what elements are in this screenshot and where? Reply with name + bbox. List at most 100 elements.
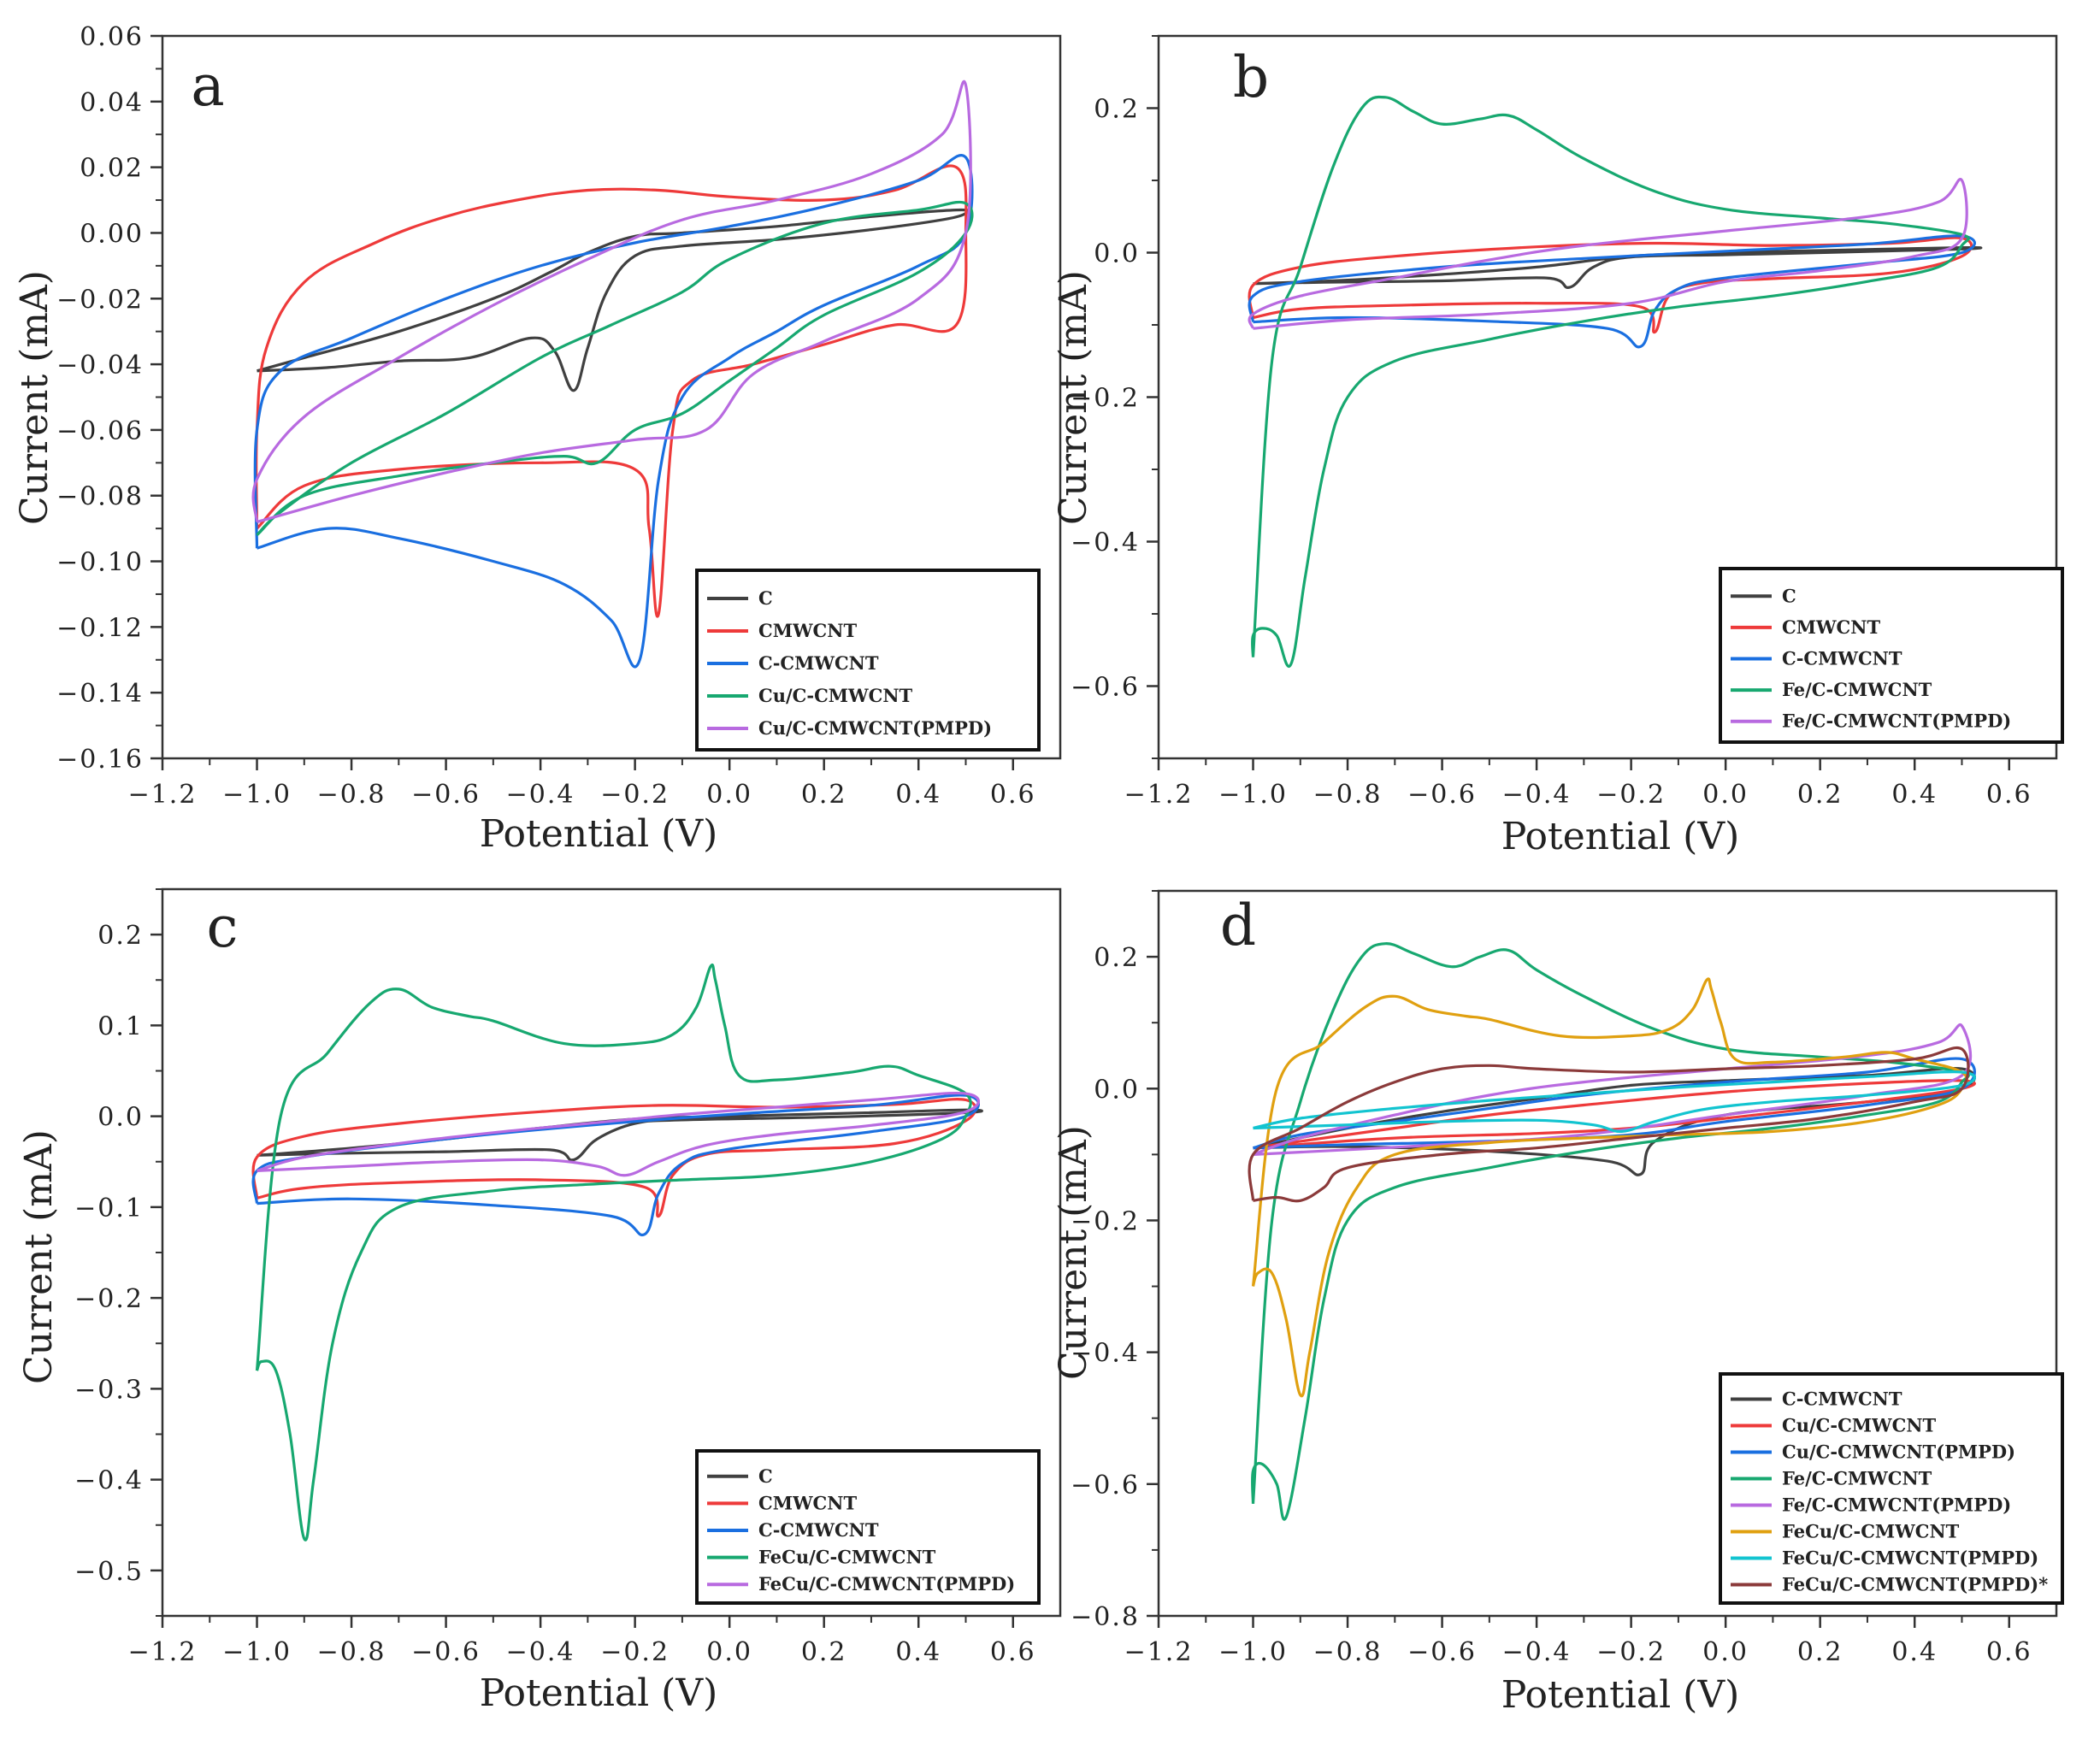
legend-label: Cu/C-CMWCNT <box>1782 1415 1937 1436</box>
legend: C-CMWCNT Cu/C-CMWCNT Cu/C-CMWCNT(PMPD) Fe/C… <box>1719 1372 2064 1605</box>
x-tick-label: 0.0 <box>1702 780 1749 810</box>
panel-letter: d <box>1220 893 1256 958</box>
y-tick-label: −0.4 <box>1071 528 1140 558</box>
x-tick-label: 0.0 <box>706 780 752 810</box>
legend-label: CMWCNT <box>758 1492 857 1513</box>
series-line-c-cmwcnt <box>253 154 974 669</box>
x-tick-label: 0.2 <box>1797 780 1843 810</box>
series-group <box>1248 942 1977 1521</box>
x-tick-label: 0.6 <box>1986 1637 2032 1667</box>
legend-label: C-CMWCNT <box>1782 648 1902 669</box>
x-tick-label: −1.2 <box>1124 1637 1194 1667</box>
y-tick-label: −0.4 <box>74 1466 144 1496</box>
x-tick-label: −1.0 <box>222 1637 292 1667</box>
x-tick-label: −1.0 <box>1218 780 1288 810</box>
panel-letter: a <box>191 53 224 119</box>
x-tick-label: 0.4 <box>1891 1637 1938 1667</box>
x-tick-label: −0.8 <box>317 1637 386 1667</box>
x-tick-label: 0.2 <box>1797 1637 1843 1667</box>
legend-label: FeCu/C-CMWCNT <box>1782 1521 1960 1542</box>
x-tick-label: −1.2 <box>128 780 198 810</box>
x-tick-label: −0.2 <box>600 780 670 810</box>
legend-label: C <box>1782 585 1796 606</box>
x-tick-label: −0.8 <box>1313 780 1383 810</box>
series-line-cu-c-cmwcnt-pmpd- <box>251 80 972 524</box>
y-tick-label: −0.2 <box>1071 384 1140 414</box>
legend-label: Cu/C-CMWCNT(PMPD) <box>1782 1441 2015 1463</box>
legend-label: FeCu/C-CMWCNT <box>758 1547 936 1568</box>
legend-label: FeCu/C-CMWCNT(PMPD)* <box>1782 1574 2048 1595</box>
y-tick-label: −0.6 <box>1071 673 1140 703</box>
x-axis-title: Potential (V) <box>1501 815 1740 858</box>
y-tick-label: −0.04 <box>56 351 144 380</box>
legend-box <box>1719 567 2064 744</box>
y-tick-label: −0.6 <box>1071 1471 1140 1500</box>
y-tick-label: 0.2 <box>1094 943 1140 973</box>
y-tick-label: −0.4 <box>1071 1339 1140 1369</box>
x-tick-label: 0.4 <box>895 780 941 810</box>
series-line-fecu-c-cmwcnt <box>255 964 972 1542</box>
series-line-cu-c-cmwcnt <box>256 200 974 537</box>
x-tick-label: −0.6 <box>411 780 481 810</box>
y-axis-title: Current (mA) <box>1052 270 1095 525</box>
y-tick-label: −0.3 <box>74 1375 144 1405</box>
panel-d: −1.2 −1.0 −0.8 −0.6 −0.4 −0.2 0.0 0.2 0.4 0.6 −0.8… <box>1052 889 2064 1717</box>
x-axis-title: Potential (V) <box>1501 1673 1740 1717</box>
x-tick-label: −0.4 <box>506 780 575 810</box>
legend-label: C <box>758 587 773 609</box>
y-tick-label: −0.08 <box>56 482 144 512</box>
legend-label: Cu/C-CMWCNT(PMPD) <box>758 717 992 739</box>
y-tick-label: −0.16 <box>56 745 144 775</box>
series-group <box>251 964 983 1542</box>
legend-label: C <box>758 1465 773 1487</box>
legend-label: Fe/C-CMWCNT(PMPD) <box>1782 1494 2011 1516</box>
series-group <box>251 80 974 669</box>
series-line-c <box>257 208 970 392</box>
legend-label: Fe/C-CMWCNT <box>1782 1468 1932 1489</box>
legend-label: FeCu/C-CMWCNT(PMPD) <box>758 1573 1015 1595</box>
x-tick-label: 0.2 <box>801 780 847 810</box>
series-line-fecu-c-cmwcnt-pmpd- <box>1253 1070 1977 1134</box>
series-line-fecu-c-cmwcnt-pmpd- <box>257 1091 980 1177</box>
series-line-fe-c-cmwcnt-pmpd- <box>1248 177 1968 330</box>
legend-label: C-CMWCNT <box>758 652 879 674</box>
y-tick-label: −0.2 <box>74 1284 144 1314</box>
y-tick-label: −0.02 <box>56 285 144 315</box>
panel-b: −1.2 −1.0 −0.8 −0.6 −0.4 −0.2 0.0 0.2 0.4 0.6 −0.6… <box>1052 34 2064 858</box>
x-tick-label: −1.0 <box>222 780 292 810</box>
y-tick-label: 0.2 <box>1094 95 1140 125</box>
x-tick-label: 0.0 <box>1702 1637 1749 1667</box>
y-tick-label: 0.02 <box>80 154 144 184</box>
x-tick-label: −0.4 <box>1502 780 1572 810</box>
x-tick-label: −0.6 <box>411 1637 481 1667</box>
y-tick-label: −0.2 <box>1071 1206 1140 1236</box>
x-axis-title: Potential (V) <box>480 1671 718 1715</box>
y-tick-label: 0.0 <box>1094 1075 1140 1105</box>
legend-label: Fe/C-CMWCNT <box>1782 679 1932 700</box>
legend-label: Cu/C-CMWCNT <box>758 685 913 706</box>
x-tick-label: −0.2 <box>600 1637 670 1667</box>
panel-c: −1.2 −1.0 −0.8 −0.6 −0.4 −0.2 0.0 0.2 0.4 0.6 −0.5… <box>17 887 1062 1715</box>
legend-label: C-CMWCNT <box>758 1519 879 1541</box>
y-tick-label: 0.0 <box>1094 239 1140 269</box>
y-tick-label: 0.06 <box>80 22 144 52</box>
legend-label: FeCu/C-CMWCNT(PMPD) <box>1782 1547 2038 1569</box>
legend: C CMWCNT C-CMWCNT Cu/C-CMWCNT Cu/C-CMWCNT(PM… <box>695 569 1041 752</box>
legend-label: CMWCNT <box>1782 616 1880 638</box>
y-tick-label: −0.5 <box>74 1557 144 1587</box>
x-axis-title: Potential (V) <box>480 812 718 856</box>
legend-label: CMWCNT <box>758 620 857 641</box>
x-tick-label: −0.6 <box>1407 1637 1477 1667</box>
series-line-fe-c-cmwcnt <box>1251 95 1970 669</box>
legend-box <box>695 1449 1041 1605</box>
legend-label: Fe/C-CMWCNT(PMPD) <box>1782 710 2011 732</box>
y-axis-title: Current (mA) <box>13 270 56 525</box>
x-tick-label: 0.4 <box>1891 780 1938 810</box>
legend-label: C-CMWCNT <box>1782 1388 1902 1410</box>
y-tick-label: −0.1 <box>74 1194 144 1223</box>
y-axis-title: Current (mA) <box>1052 1125 1095 1380</box>
y-tick-label: 0.1 <box>97 1011 144 1041</box>
x-tick-label: −0.8 <box>1313 1637 1383 1667</box>
x-tick-label: −1.0 <box>1218 1637 1288 1667</box>
series-line-cmwcnt <box>255 164 968 618</box>
